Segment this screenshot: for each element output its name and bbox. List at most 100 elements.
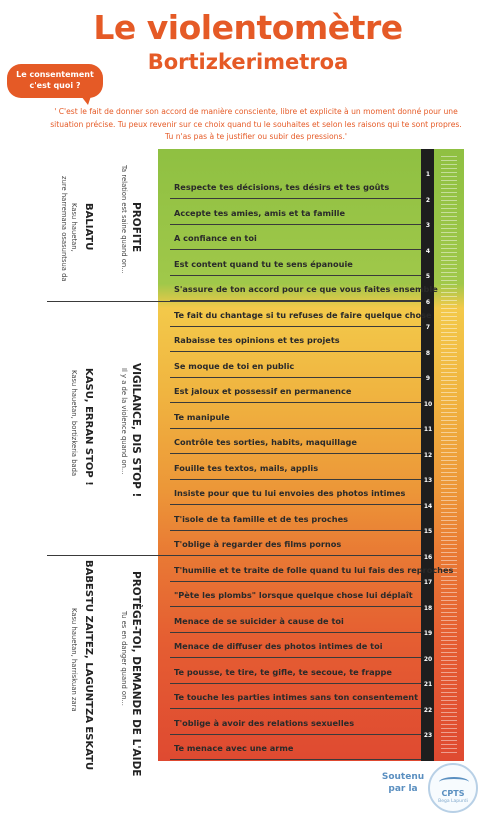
gauge-item-text: Fouille tes textos, mails, applis	[174, 463, 319, 473]
gauge-item-text: Menace de diffuser des photos intimes de…	[174, 641, 383, 651]
scale-number: 21	[423, 681, 433, 688]
gauge-item-text: Te touche les parties intimes sans ton c…	[174, 692, 419, 702]
scale-number: 9	[425, 375, 431, 382]
section-basque-subheading: Kasu hauetan, harriskuan zara	[70, 608, 78, 712]
section-subheading: Il y a de la violence quand on...	[120, 368, 128, 475]
gauge-item-text: T'oblige à avoir des relations sexuelles	[174, 718, 355, 728]
gauge-item: T'isole de ta famille et de tes proches	[170, 506, 421, 531]
section-divider	[47, 301, 421, 302]
scale-ruler	[421, 149, 435, 761]
scale-number: 3	[425, 222, 431, 229]
section-basque-heading: BALIATU	[83, 203, 94, 251]
scale-number: 14	[423, 503, 433, 510]
quote-line: Tu n'as pas à te justifier ou subir des …	[165, 132, 347, 141]
gauge-item-text: Est jaloux et possessif en permanence	[174, 386, 352, 396]
gauge-item-text: Te fait du chantage si tu refuses de fai…	[174, 310, 432, 320]
gauge-item: Se moque de toi en public	[170, 353, 421, 378]
gauge-item-text: Menace de se suicider à cause de toi	[174, 616, 344, 626]
gauge-item: Te manipule	[170, 404, 421, 429]
gauge-item: T'oblige à avoir des relations sexuelles	[170, 710, 421, 735]
consent-speech-bubble: Le consentement c'est quoi ?	[7, 64, 103, 105]
gauge-panel	[158, 149, 421, 761]
gauge-item: Te fait du chantage si tu refuses de fai…	[170, 302, 432, 327]
scale-number: 8	[425, 350, 431, 357]
gauge-item: Fouille tes textos, mails, applis	[170, 455, 421, 480]
section-basque-subheading: Kasu hauetan, bortizkeria bada	[70, 370, 78, 477]
scale-number: 23	[423, 732, 433, 739]
gauge-item: Accepte tes amies, amis et ta famille	[170, 200, 421, 225]
gauge-item: T'humilie et te traite de folle quand tu…	[170, 557, 453, 582]
section-basque-subheading: zure harremana osasuntsua da	[60, 176, 68, 282]
gauge-item: Insiste pour que tu lui envoies des phot…	[170, 480, 421, 505]
section-heading: VIGILANCE, DIS STOP !	[130, 363, 142, 498]
gauge-item: T'oblige à regarder des films pornos	[170, 531, 421, 556]
page-subtitle: Bortizkerimetroa	[147, 50, 349, 74]
scale-number: 11	[423, 426, 433, 433]
scale-number: 12	[423, 452, 433, 459]
quote-line: ' C'est le fait de donner son accord de …	[54, 107, 458, 116]
gauge-item: "Pète les plombs" lorsque quelque chose …	[170, 582, 421, 607]
gauge-item: Menace de diffuser des photos intimes de…	[170, 633, 421, 658]
scale-number: 4	[425, 248, 431, 255]
consent-definition: ' C'est le fait de donner son accord de …	[30, 106, 482, 144]
gauge-item-text: "Pète les plombs" lorsque quelque chose …	[174, 590, 413, 600]
gauge-item: Te menace avec une arme	[170, 735, 421, 760]
gauge-item-text: Est content quand tu te sens épanouie	[174, 259, 353, 269]
gauge-item: Contrôle tes sorties, habits, maquillage	[170, 429, 421, 454]
gauge-item-text: Te manipule	[174, 412, 230, 422]
cpts-logo: CPTS Bega Lapurdi	[428, 763, 478, 813]
scale-number: 16	[423, 554, 433, 561]
gauge-item: S'assure de ton accord pour ce que vous …	[170, 276, 438, 301]
page-title: Le violentomètre	[93, 8, 403, 47]
logo-name: CPTS	[441, 789, 465, 798]
gauge-item-text: S'assure de ton accord pour ce que vous …	[174, 284, 438, 294]
scale-number: 2	[425, 197, 431, 204]
gauge-item-text: Te menace avec une arme	[174, 743, 294, 753]
gauge-item: Te pousse, te tire, te gifle, te secoue,…	[170, 659, 421, 684]
gauge-item: Rabaisse tes opinions et tes projets	[170, 327, 421, 352]
gauge-item-text: Accepte tes amies, amis et ta famille	[174, 208, 345, 218]
wave-icon	[439, 777, 469, 787]
scale-number: 18	[423, 605, 433, 612]
gauge-item: Est jaloux et possessif en permanence	[170, 378, 421, 403]
gauge-item-text: Insiste pour que tu lui envoies des phot…	[174, 488, 406, 498]
scale-number: 13	[423, 477, 433, 484]
quote-line: situation précise. Tu peux revenir sur c…	[50, 119, 462, 129]
section-basque-heading: BABESTU ZAITEZ, LAGUNTZA ESKATU	[83, 560, 94, 771]
gauge-item: Est content quand tu te sens épanouie	[170, 251, 421, 276]
gauge-item: Respecte tes décisions, tes désirs et te…	[170, 174, 421, 199]
scale-number: 20	[423, 656, 433, 663]
scale-number: 19	[423, 630, 433, 637]
scale-number: 17	[423, 579, 433, 586]
section-subheading: Tu es en danger quand on...	[120, 611, 128, 706]
gauge-item: Te touche les parties intimes sans ton c…	[170, 684, 421, 709]
support-line: Soutenu	[381, 772, 425, 782]
gauge-item-text: Contrôle tes sorties, habits, maquillage	[174, 437, 357, 447]
section-heading: PROTÈGE-TOI, DEMANDE DE L'AIDE	[130, 571, 142, 777]
side-gauge-lines	[441, 156, 457, 754]
gauge-item-text: T'isole de ta famille et de tes proches	[174, 514, 349, 524]
logo-subtitle: Bega Lapurdi	[438, 799, 468, 804]
gauge-item-text: T'oblige à regarder des films pornos	[174, 539, 342, 549]
scale-number: 22	[423, 707, 433, 714]
side-gauge-bar	[434, 149, 464, 761]
scale-number: 15	[423, 528, 433, 535]
scale-number: 7	[425, 324, 431, 331]
section-heading: PROFITE	[130, 202, 142, 253]
gauge-item-text: T'humilie et te traite de folle quand tu…	[174, 565, 454, 575]
scale-number: 10	[423, 401, 433, 408]
scale-number: 1	[425, 171, 431, 178]
section-basque-subheading: Kasu hauetan,	[70, 203, 78, 252]
gauge-item-text: A confiance en toi	[174, 233, 257, 243]
gauge-item-text: Te pousse, te tire, te gifle, te secoue,…	[174, 667, 392, 677]
support-caption: Soutenu par la	[378, 771, 428, 795]
bubble-text: Le consentement c'est quoi ?	[16, 70, 94, 90]
section-basque-heading: KASU, ERRAN STOP !	[83, 368, 94, 486]
section-subheading: Ta relation est saine quand on...	[120, 165, 128, 274]
gauge-item-text: Se moque de toi en public	[174, 361, 295, 371]
gauge-item-text: Rabaisse tes opinions et tes projets	[174, 335, 340, 345]
support-line: par la	[388, 784, 418, 794]
gauge-item: A confiance en toi	[170, 225, 421, 250]
scale-number: 6	[425, 299, 431, 306]
scale-number: 5	[425, 273, 431, 280]
